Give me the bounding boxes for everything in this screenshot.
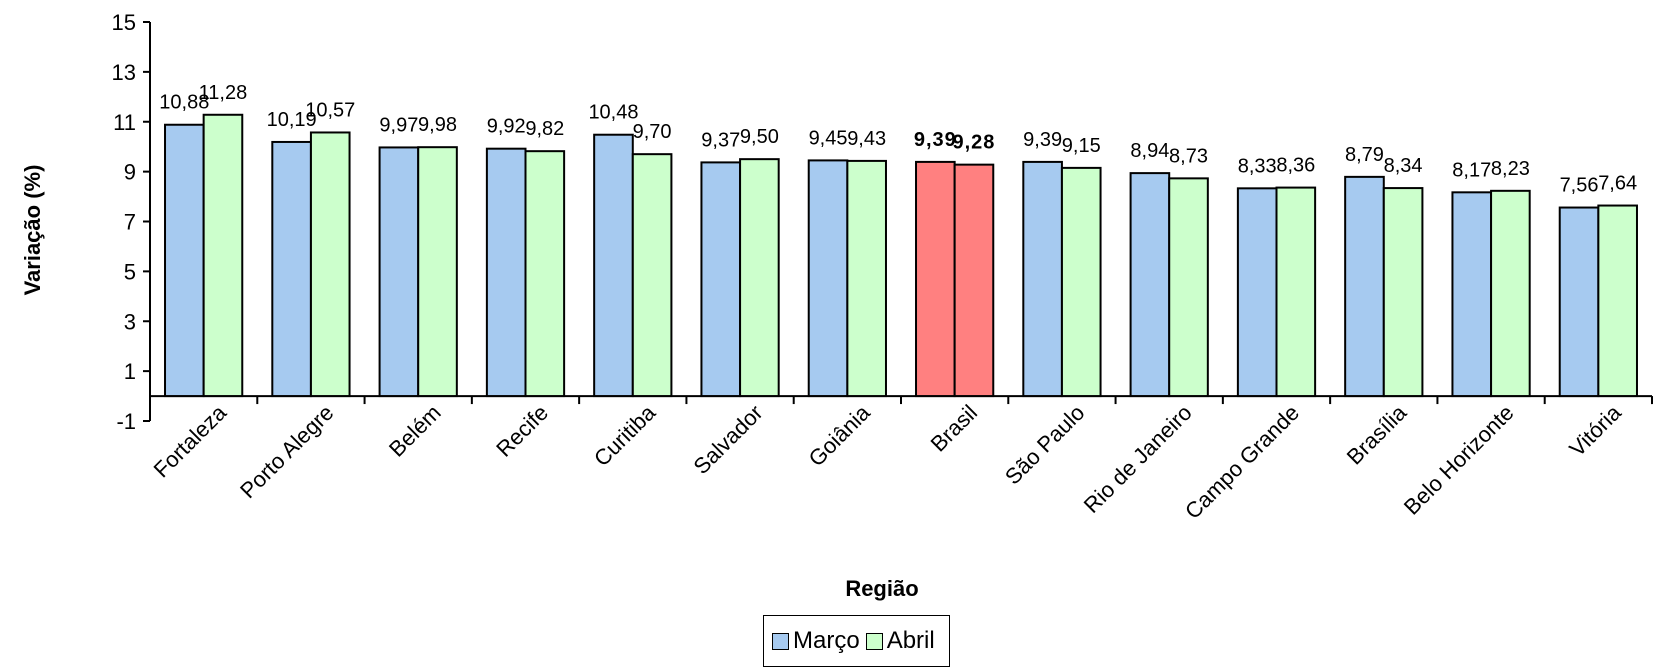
y-tick-label: 7 <box>124 210 136 235</box>
bar-abril-campo-grande <box>1275 186 1317 398</box>
data-label-abril-sao-paulo: 9,15 <box>1062 135 1101 157</box>
data-label-marco-goiania: 9,45 <box>809 127 848 149</box>
data-label-abril-goiania: 9,43 <box>847 128 886 150</box>
y-tick-label: -1 <box>116 409 136 434</box>
bar-marco-sao-paulo <box>1022 160 1063 398</box>
category-label-campo-grande: Campo Grande <box>1180 400 1304 524</box>
category-label-belo-horizonte: Belo Horizonte <box>1399 400 1519 520</box>
y-tick-label: 13 <box>112 60 136 85</box>
data-label-marco-belem: 9,97 <box>379 114 418 136</box>
bar-abril-curitiba <box>631 153 673 398</box>
legend-item-marco: Março <box>772 627 860 655</box>
data-label-marco-rio-de-janeiro: 8,94 <box>1130 140 1169 162</box>
legend: Março Abril <box>763 615 950 667</box>
bar-abril-belem <box>417 146 458 398</box>
data-label-abril-fortaleza: 11,28 <box>199 82 248 104</box>
y-tick-label: 11 <box>113 110 136 135</box>
data-label-marco-recife: 9,92 <box>487 116 526 138</box>
bar-marco-curitiba <box>593 133 634 398</box>
data-label-abril-rio-de-janeiro: 8,73 <box>1169 145 1208 167</box>
bar-marco-brasilia <box>1344 175 1385 398</box>
data-label-abril-salvador: 9,50 <box>740 126 779 148</box>
bar-marco-fortaleza <box>164 123 205 398</box>
data-label-marco-vitoria: 7,56 <box>1560 175 1599 197</box>
y-tick-label: 15 <box>112 10 136 35</box>
bar-marco-campo-grande <box>1236 187 1278 398</box>
data-label-marco-brasil: 9,39 <box>914 129 957 151</box>
bar-abril-brasil <box>953 163 995 398</box>
bars <box>164 113 1638 398</box>
data-label-abril-belo-horizonte: 8,23 <box>1491 158 1530 180</box>
data-label-marco-brasilia: 8,79 <box>1345 144 1384 166</box>
data-label-abril-belem: 9,98 <box>418 114 457 136</box>
bar-abril-rio-de-janeiro <box>1168 177 1209 398</box>
bar-abril-sao-paulo <box>1060 166 1102 398</box>
legend-label-marco: Março <box>793 627 860 654</box>
bar-marco-brasil <box>915 160 956 398</box>
category-label-porto-alegre: Porto Alegre <box>235 400 338 503</box>
bar-abril-brasilia <box>1382 187 1424 398</box>
y-tick-label: 1 <box>124 359 136 384</box>
bar-abril-recife <box>524 150 566 398</box>
category-label-rio-de-janeiro: Rio de Janeiro <box>1079 400 1197 518</box>
bar-marco-rio-de-janeiro <box>1129 172 1171 398</box>
legend-item-abril: Abril <box>865 627 935 655</box>
data-label-abril-vitoria: 7,64 <box>1598 173 1637 195</box>
x-axis-title: Região <box>845 576 918 601</box>
category-label-curitiba: Curitiba <box>589 399 661 471</box>
data-label-marco-sao-paulo: 9,39 <box>1023 129 1062 151</box>
y-tick-label: 9 <box>124 160 136 185</box>
category-label-recife: Recife <box>491 400 553 462</box>
bar-abril-goiania <box>846 159 887 398</box>
bar-abril-fortaleza <box>202 113 244 398</box>
legend-swatch-marco <box>772 632 789 650</box>
category-label-fortaleza: Fortaleza <box>149 399 232 482</box>
category-label-vitoria: Vitória <box>1564 399 1626 461</box>
category-label-belem: Belém <box>384 400 446 462</box>
bar-marco-belem <box>378 146 420 398</box>
data-label-marco-campo-grande: 8,33 <box>1238 155 1277 177</box>
data-label-marco-curitiba: 10,48 <box>588 102 638 124</box>
category-label-brasilia: Brasília <box>1342 399 1412 469</box>
category-label-sao-paulo: São Paulo <box>1000 400 1089 489</box>
bar-marco-porto-alegre <box>271 140 312 398</box>
bar-marco-salvador <box>700 161 742 398</box>
data-label-abril-porto-alegre: 10,57 <box>305 99 355 121</box>
category-label-salvador: Salvador <box>689 400 768 479</box>
bar-abril-belo-horizonte <box>1490 189 1531 398</box>
bar-abril-salvador <box>739 158 780 398</box>
data-label-abril-brasil: 9,28 <box>952 132 995 154</box>
bar-marco-belo-horizonte <box>1451 191 1493 398</box>
legend-label-abril: Abril <box>886 627 935 654</box>
data-label-abril-brasilia: 8,34 <box>1384 155 1423 177</box>
bar-marco-recife <box>485 147 527 398</box>
data-label-marco-belo-horizonte: 8,17 <box>1452 159 1491 181</box>
data-label-marco-porto-alegre: 10,19 <box>267 109 317 131</box>
category-labels: Fortaleza Porto Alegre Belém Recife Curitiba… <box>149 399 1627 524</box>
bar-marco-vitoria <box>1558 206 1600 398</box>
bar-abril-porto-alegre <box>309 131 351 398</box>
data-label-abril-curitiba: 9,70 <box>633 121 672 143</box>
y-tick-label: 5 <box>124 259 136 284</box>
bar-marco-goiania <box>807 159 849 398</box>
data-label-marco-salvador: 9,37 <box>701 129 740 151</box>
legend-swatch-abril <box>865 632 883 650</box>
data-label-abril-campo-grande: 8,36 <box>1276 155 1315 177</box>
bar-abril-vitoria <box>1597 204 1638 398</box>
category-label-brasil: Brasil <box>926 400 983 457</box>
data-label-marco-fortaleza: 10,88 <box>159 92 209 114</box>
category-label-goiania: Goiânia <box>804 399 876 471</box>
data-label-abril-recife: 9,82 <box>525 118 564 140</box>
y-tick-label: 3 <box>124 309 136 334</box>
y-axis-title: Variação (%) <box>20 165 45 296</box>
